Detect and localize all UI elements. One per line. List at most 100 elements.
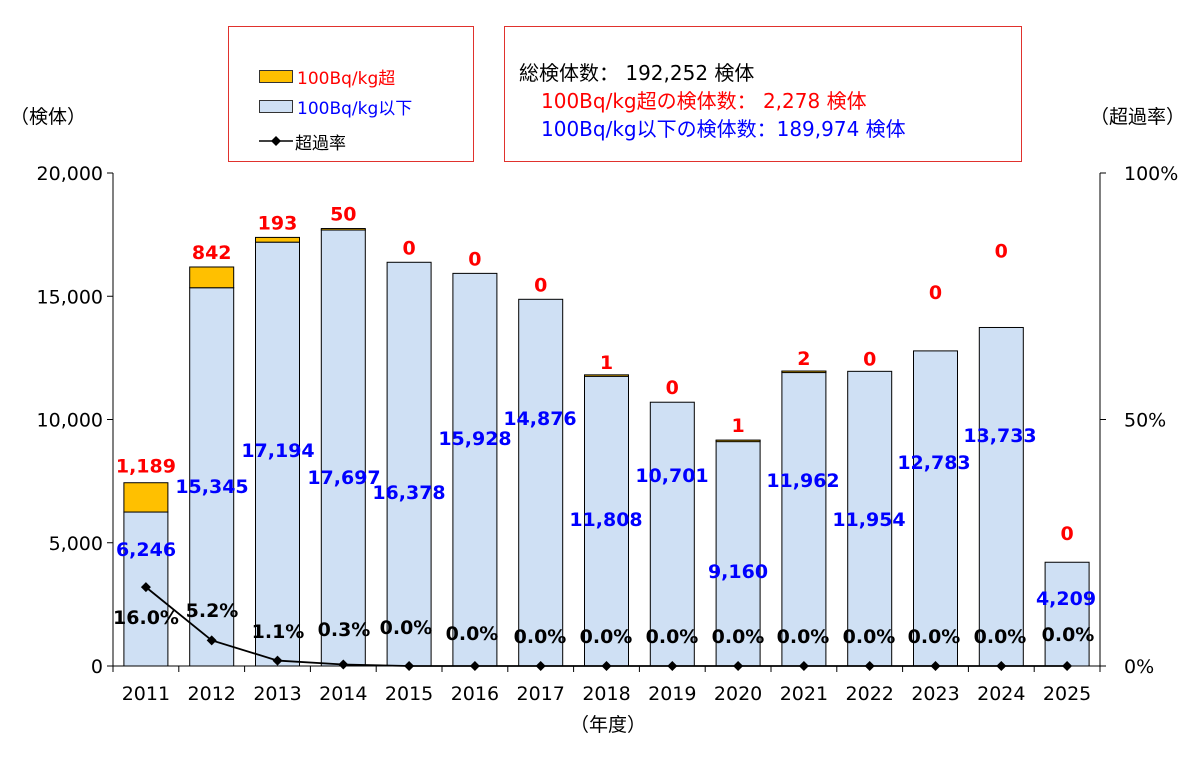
over-label-2015: 0 bbox=[402, 237, 415, 259]
rate-label-2016: 0.0% bbox=[446, 623, 499, 645]
bar-under-2017 bbox=[518, 298, 564, 667]
bar-over-2018 bbox=[584, 374, 629, 377]
bar-over-2011 bbox=[123, 482, 169, 513]
rate-label-2013: 1.1% bbox=[252, 621, 305, 643]
y2-tick-label-50: 50% bbox=[1124, 410, 1166, 432]
bar-over-2020 bbox=[715, 439, 761, 443]
y-tick-label-10000: 10,000 bbox=[37, 410, 103, 432]
rate-marker-2020 bbox=[733, 661, 744, 671]
legend-label-over: 100Bq/kg超 bbox=[297, 68, 396, 89]
bar-under-2018 bbox=[584, 374, 629, 667]
x-tick-label-2022: 2022 bbox=[846, 683, 894, 705]
legend-item-under: 100Bq/kg以下 bbox=[259, 95, 413, 119]
legend-line-sample bbox=[259, 134, 293, 148]
over-label-2018: 1 bbox=[600, 352, 613, 374]
x-tick-label-2023: 2023 bbox=[911, 683, 959, 705]
under-label-2022: 11,954 bbox=[832, 509, 905, 531]
under-label-2011: 6,246 bbox=[116, 539, 176, 561]
x-tick-label-2020: 2020 bbox=[714, 683, 762, 705]
x-tick-label-2024: 2024 bbox=[977, 683, 1025, 705]
rate-marker-2018 bbox=[601, 661, 612, 671]
bar-under-2016 bbox=[452, 272, 498, 667]
under-label-2012: 15,345 bbox=[175, 476, 248, 498]
over-label-2024: 0 bbox=[995, 240, 1008, 262]
rate-label-2024: 0.0% bbox=[974, 626, 1027, 648]
rate-label-2022: 0.0% bbox=[843, 626, 896, 648]
under-label-2019: 10,701 bbox=[635, 465, 708, 487]
y-tick-label-5000: 5,000 bbox=[49, 533, 103, 555]
legend-item-over: 100Bq/kg超 bbox=[259, 65, 396, 89]
legend-swatch-over bbox=[259, 69, 293, 83]
summary-under: 100Bq/kg以下の検体数：189,974 検体 bbox=[541, 117, 906, 141]
over-label-2013: 193 bbox=[258, 212, 298, 234]
x-tick-label-2019: 2019 bbox=[648, 683, 696, 705]
rate-label-2011: 16.0% bbox=[113, 607, 179, 629]
y2-tick-label-0: 0% bbox=[1124, 656, 1154, 678]
x-tick-label-2013: 2013 bbox=[253, 683, 301, 705]
over-label-2019: 0 bbox=[666, 377, 679, 399]
legend-label-under: 100Bq/kg以下 bbox=[297, 98, 413, 119]
bar-under-2023 bbox=[913, 350, 958, 667]
bar-under-2014 bbox=[320, 229, 366, 667]
summary-over: 100Bq/kg超の検体数： 2,278 検体 bbox=[541, 89, 867, 113]
rate-marker-2019 bbox=[667, 661, 678, 671]
over-label-2017: 0 bbox=[534, 274, 547, 296]
legend-swatch-under bbox=[259, 99, 293, 113]
y-tick-label-0: 0 bbox=[91, 656, 103, 678]
legend-label-rate: 超過率 bbox=[295, 133, 346, 154]
under-label-2020: 9,160 bbox=[708, 561, 768, 583]
y-tick-label-15000: 15,000 bbox=[37, 286, 103, 308]
rate-marker-2015 bbox=[404, 661, 415, 671]
x-tick-label-2016: 2016 bbox=[451, 683, 499, 705]
under-label-2021: 11,962 bbox=[766, 470, 839, 492]
x-tick-label-2017: 2017 bbox=[517, 683, 565, 705]
rate-marker-2016 bbox=[469, 661, 480, 671]
rate-marker-2021 bbox=[798, 661, 809, 671]
y-axis-title: （検体） bbox=[10, 106, 86, 128]
y-tick-label-20000: 20,000 bbox=[37, 163, 103, 185]
rate-marker-2017 bbox=[535, 661, 546, 671]
rate-label-2015: 0.0% bbox=[380, 617, 433, 639]
bar-over-2021 bbox=[781, 370, 827, 374]
bar-under-2013 bbox=[255, 241, 300, 667]
bar-over-2012 bbox=[189, 266, 235, 289]
rate-label-2025: 0.0% bbox=[1042, 624, 1095, 646]
bar-under-2025 bbox=[1044, 561, 1090, 667]
bar-under-2019 bbox=[649, 401, 695, 667]
rate-marker-2012 bbox=[206, 635, 217, 646]
rate-marker-2013 bbox=[272, 655, 283, 666]
over-label-2011: 1,189 bbox=[116, 456, 176, 478]
rate-label-2019: 0.0% bbox=[646, 626, 699, 648]
y2-tick-label-100: 100% bbox=[1124, 163, 1178, 185]
legend: 100Bq/kg超 100Bq/kg以下 超過率 bbox=[228, 26, 474, 162]
under-label-2024: 13,733 bbox=[963, 425, 1036, 447]
under-label-2025: 4,209 bbox=[1036, 588, 1096, 610]
x-axis-title: （年度） bbox=[570, 714, 646, 736]
rate-marker-2011 bbox=[140, 582, 151, 593]
under-label-2016: 15,928 bbox=[438, 428, 511, 450]
summary-box: 総検体数： 192,252 検体 100Bq/kg超の検体数： 2,278 検体… bbox=[504, 26, 1022, 162]
rate-label-2017: 0.0% bbox=[514, 626, 567, 648]
x-tick-label-2025: 2025 bbox=[1043, 683, 1091, 705]
rate-label-2023: 0.0% bbox=[908, 626, 961, 648]
rate-marker-2014 bbox=[338, 659, 349, 670]
rate-label-2018: 0.0% bbox=[580, 626, 633, 648]
bar-under-2024 bbox=[978, 326, 1024, 667]
rate-label-2012: 5.2% bbox=[186, 600, 239, 622]
x-tick-label-2014: 2014 bbox=[319, 683, 367, 705]
over-label-2012: 842 bbox=[192, 242, 232, 264]
over-label-2022: 0 bbox=[863, 348, 876, 370]
over-label-2020: 1 bbox=[731, 415, 744, 437]
over-label-2021: 2 bbox=[797, 348, 810, 370]
under-label-2014: 17,697 bbox=[307, 467, 380, 489]
rate-marker-2023 bbox=[930, 661, 941, 671]
rate-marker-2025 bbox=[1062, 661, 1073, 671]
under-label-2017: 14,876 bbox=[503, 408, 576, 430]
x-tick-label-2018: 2018 bbox=[582, 683, 630, 705]
rate-marker-2024 bbox=[996, 661, 1007, 671]
x-tick-label-2011: 2011 bbox=[122, 683, 170, 705]
under-label-2015: 16,378 bbox=[372, 482, 445, 504]
under-label-2023: 12,783 bbox=[897, 452, 970, 474]
